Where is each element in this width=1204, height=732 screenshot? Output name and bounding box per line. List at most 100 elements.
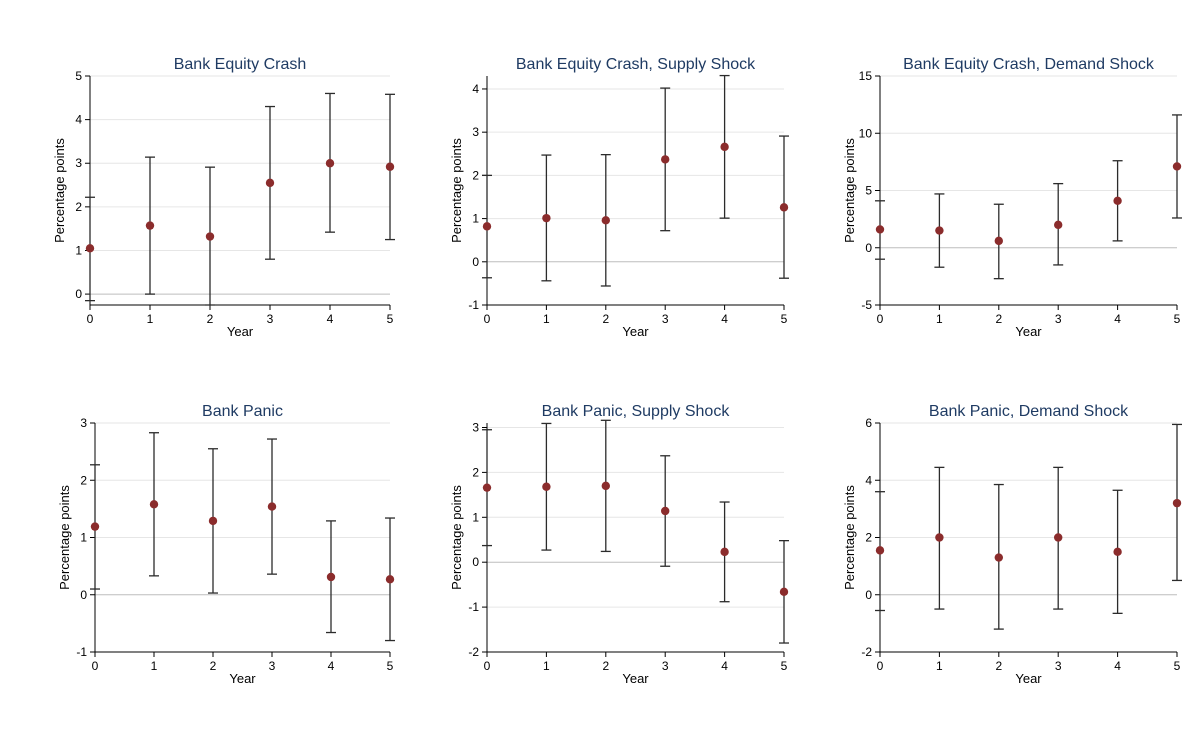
data-point [482,222,492,231]
y-tick-label: 0 [75,287,82,301]
y-tick-label: 3 [472,420,479,434]
y-axis-label: Percentage points [449,138,464,243]
x-tick-label: 5 [781,659,788,673]
y-tick-label: 10 [859,126,873,140]
x-tick-label: 4 [721,312,728,326]
panel-6: -2 0 2 4 6 0 1 2 3 4 5 Bank Panic, Demand Shock Year… [842,403,1182,686]
y-tick-label: 2 [865,531,872,545]
data-point [720,547,729,557]
y-tick-label: 2 [80,473,87,487]
x-tick-label: 4 [328,659,335,673]
chart-title: Bank Equity Crash, Supply Shock [516,56,756,73]
x-tick-label: 4 [327,312,334,326]
y-tick-label: 15 [859,69,873,83]
data-point [265,178,275,188]
data-point [385,162,395,171]
y-tick-label: 0 [472,255,479,269]
x-axis-label: Year [229,671,256,686]
x-tick-label: 3 [1055,659,1062,673]
x-axis-label: Year [1015,671,1042,686]
data-point [875,546,885,555]
y-tick-label: 0 [865,588,872,602]
y-tick-label: -2 [468,645,479,659]
data-point [205,232,215,241]
data-point [661,506,670,516]
data-point [325,159,335,168]
x-tick-label: 5 [1174,659,1181,673]
panel-4: -1 0 1 2 3 0 1 2 3 4 5 Bank Panic Year Percentage poi… [57,403,395,686]
chart-title: Bank Panic, Supply Shock [542,403,731,420]
x-tick-label: 1 [543,659,550,673]
y-tick-label: 1 [75,243,82,257]
x-tick-label: 1 [151,659,158,673]
data-point [1172,162,1182,171]
y-tick-label: 0 [865,241,872,255]
x-tick-label: 2 [602,659,609,673]
data-point [720,142,729,152]
y-tick-label: 4 [75,113,82,127]
x-tick-label: 3 [269,659,276,673]
data-point [935,226,944,235]
x-axis-label: Year [622,324,649,339]
y-tick-label: -5 [861,298,872,312]
y-axis-label: Percentage points [842,138,857,243]
data-point [779,587,789,597]
x-tick-label: 2 [207,312,214,326]
y-tick-label: -2 [861,645,872,659]
data-point [267,502,277,511]
data-point [1054,220,1063,230]
data-point [994,236,1003,246]
data-point [149,500,159,509]
data-point [208,516,218,526]
x-tick-label: 1 [936,659,943,673]
data-point [779,203,789,212]
x-tick-label: 0 [877,312,884,326]
data-point [482,483,492,492]
y-tick-label: 5 [865,184,872,198]
data-point [385,575,395,584]
data-point [601,216,610,225]
chart-title: Bank Panic [202,403,283,420]
data-point [935,533,944,542]
x-tick-label: 0 [87,312,94,326]
x-tick-label: 4 [1114,312,1121,326]
data-point [542,213,551,223]
data-point [601,481,610,491]
x-tick-label: 3 [267,312,274,326]
chart-title: Bank Panic, Demand Shock [929,403,1129,420]
data-point [1054,533,1063,542]
panel-1: 0 1 2 3 4 5 0 1 2 3 4 5 Bank Equity Crash Year Percent… [52,56,395,339]
data-point [1172,498,1182,508]
data-point [661,155,670,164]
x-tick-label: 0 [484,659,491,673]
x-tick-label: 1 [543,312,550,326]
x-tick-label: 0 [92,659,99,673]
y-tick-label: 1 [472,212,479,226]
chart-title: Bank Equity Crash, Demand Shock [903,56,1155,73]
y-tick-label: -1 [76,645,87,659]
x-tick-label: 1 [936,312,943,326]
x-tick-label: 3 [662,659,669,673]
data-point [326,572,336,582]
panel-5: -2 -1 0 1 2 3 0 1 2 3 4 5 Bank Panic, Supply Shock Ye… [449,403,789,686]
y-tick-label: -1 [468,298,479,312]
y-axis-label: Percentage points [57,485,72,590]
y-tick-label: 4 [472,82,479,96]
y-tick-label: 4 [865,473,872,487]
data-point [1113,196,1122,206]
data-point [875,225,885,234]
x-tick-label: 5 [387,659,394,673]
chart-title: Bank Equity Crash [174,56,307,73]
y-axis-label: Percentage points [449,485,464,590]
y-tick-label: 0 [80,588,87,602]
data-point [994,553,1003,562]
x-axis-label: Year [227,324,254,339]
y-tick-label: 3 [75,156,82,170]
y-tick-label: 3 [80,416,87,430]
y-tick-label: 5 [75,69,82,83]
data-point [542,482,551,491]
x-tick-label: 1 [147,312,154,326]
x-tick-label: 0 [484,312,491,326]
y-tick-label: 1 [472,510,479,524]
